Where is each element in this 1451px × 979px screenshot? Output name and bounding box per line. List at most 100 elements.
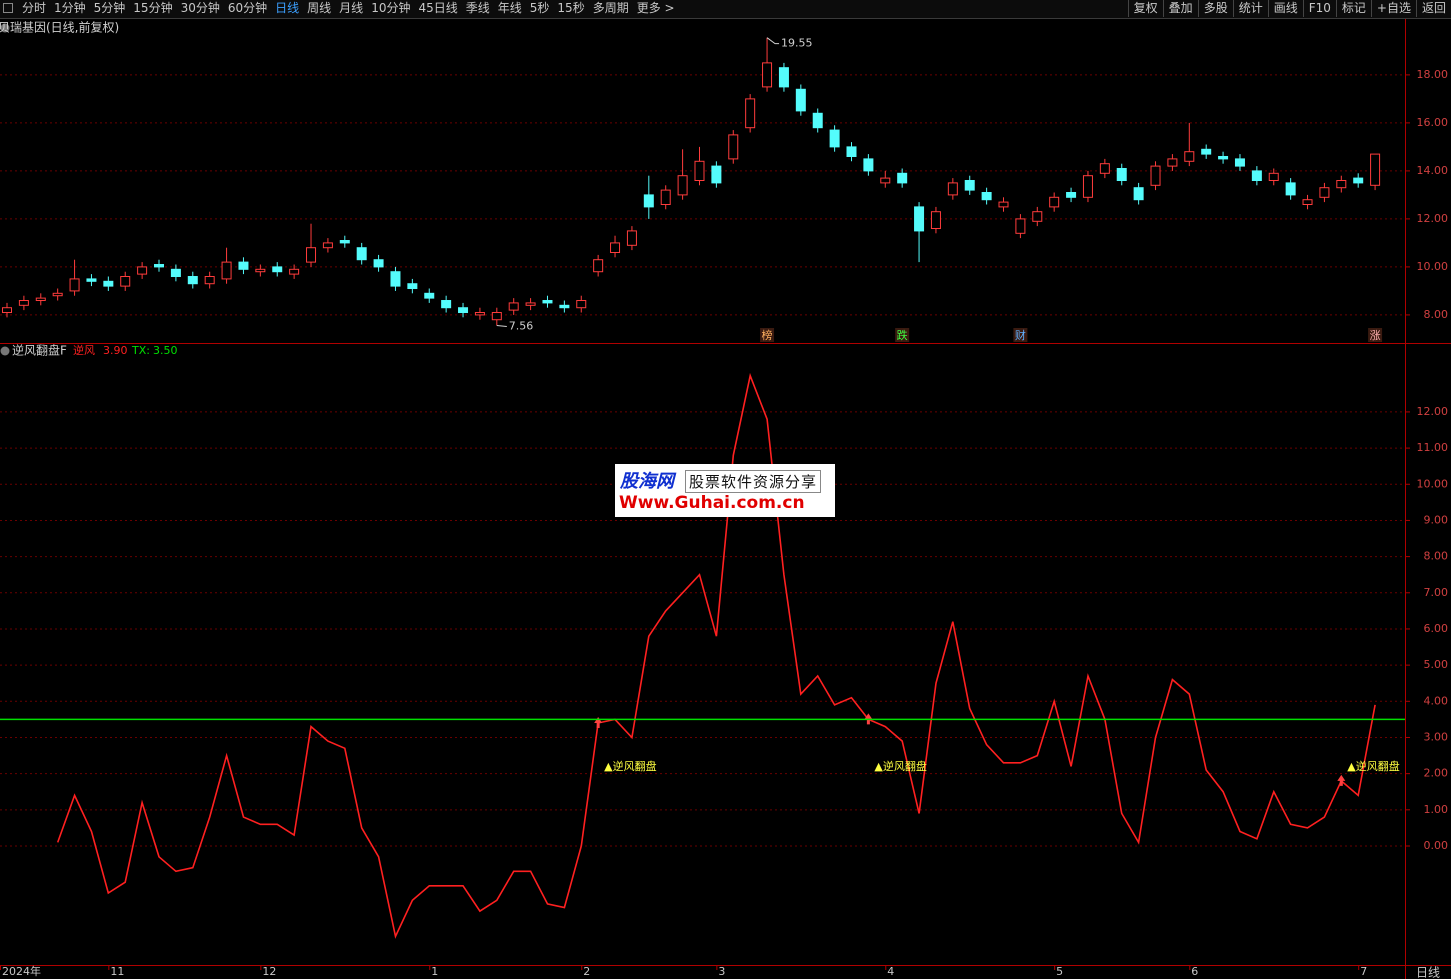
candle-body	[711, 165, 722, 184]
y-tick-label: 14.00	[1417, 164, 1449, 177]
candle-body	[1049, 196, 1060, 208]
signal-label: ▲逆风翻盘	[1347, 759, 1399, 773]
y-tick-label: 11.00	[1417, 441, 1449, 454]
candle-body	[1302, 199, 1313, 206]
title-icon	[0, 23, 10, 33]
candle-body	[1201, 148, 1212, 155]
y-tick-label: 10.00	[1417, 260, 1449, 273]
candle-body	[778, 67, 789, 88]
legend-value: 3.50	[153, 344, 178, 357]
period-tab[interactable]: 5秒	[529, 1, 550, 15]
candle-body	[187, 276, 198, 285]
candle-body	[694, 160, 705, 181]
x-tick-label: 3	[718, 965, 725, 978]
y-tick-label: 12.00	[1417, 405, 1449, 418]
period-tab[interactable]: 更多 >	[636, 1, 675, 15]
indicator-title: 逆风翻盘F	[12, 343, 67, 358]
signal-label: ▲逆风翻盘	[874, 759, 926, 773]
candle-body	[373, 259, 384, 268]
tool-buttons: 复权 叠加 多股 统计 画线 F10 标记 +自选 返回	[1127, 0, 1451, 17]
tool-button[interactable]: 返回	[1415, 0, 1451, 17]
y-tick-label: 12.00	[1417, 212, 1449, 225]
watermark-url: Www.Guhai.com.cn	[619, 493, 805, 513]
candle-body	[576, 300, 587, 309]
candle-body	[458, 307, 469, 314]
event-label: 跌	[897, 328, 908, 342]
candle-body	[964, 179, 975, 191]
period-tab[interactable]: 月线	[339, 1, 364, 15]
max-label: 19.55	[781, 37, 813, 50]
candle-body	[728, 134, 739, 160]
candle-body	[407, 283, 418, 290]
candle-body	[745, 98, 756, 129]
period-tab[interactable]: 季线	[465, 1, 490, 15]
candle-body	[1032, 211, 1043, 222]
candle-body	[829, 129, 840, 148]
period-tab[interactable]: 多周期	[592, 1, 629, 15]
tool-button[interactable]: F10	[1302, 0, 1336, 17]
period-tab[interactable]: 分时	[22, 1, 47, 15]
tool-button[interactable]: 统计	[1232, 0, 1268, 17]
event-badge	[1368, 328, 1383, 342]
period-tab[interactable]: 周线	[307, 1, 332, 15]
candle-body	[1218, 155, 1229, 160]
y-tick-label: 8.00	[1424, 550, 1449, 563]
period-tab[interactable]: 5分钟	[93, 1, 126, 15]
candle-body	[1336, 179, 1347, 189]
candle-body	[356, 247, 367, 261]
candle-body	[914, 206, 925, 232]
period-tab[interactable]: 年线	[497, 1, 522, 15]
tool-button[interactable]: +自选	[1370, 0, 1416, 17]
period-tab[interactable]: 15分钟	[133, 1, 173, 15]
candle-body	[863, 158, 874, 172]
candle-body	[559, 304, 570, 309]
candle-body	[2, 307, 12, 314]
candle-body	[542, 300, 553, 304]
max-arrow	[766, 37, 780, 45]
event-label: 财	[1015, 328, 1026, 342]
x-tick-label: 11	[110, 965, 124, 978]
period-tab[interactable]: 45日线	[418, 1, 458, 15]
candle-body	[1133, 187, 1144, 201]
candle-body	[306, 247, 317, 263]
period-tabs: 分时 1分钟 5分钟 15分钟 30分钟 60分钟 日线 周线 月线 10分钟 45日线 季线 年线 5秒…	[22, 0, 675, 17]
candle-body	[221, 261, 232, 280]
event-badge	[1013, 328, 1028, 342]
watermark-slogan: 股票软件资源分享	[685, 470, 822, 493]
period-tab[interactable]: 30分钟	[180, 1, 220, 15]
period-tab[interactable]: 15秒	[557, 1, 585, 15]
tool-button[interactable]: 复权	[1127, 0, 1163, 17]
period-tab[interactable]: 1分钟	[54, 1, 86, 15]
period-tab[interactable]: 日线	[275, 1, 300, 15]
tool-button[interactable]: 画线	[1267, 0, 1303, 17]
candle-body	[1268, 172, 1279, 181]
x-tick-label: 5	[1056, 965, 1063, 978]
candle-body	[1285, 182, 1296, 196]
candle-body	[1319, 187, 1330, 198]
candle-body	[998, 201, 1009, 208]
main-title: 贝瑞基因(日线,前复权)	[0, 20, 119, 35]
tool-button[interactable]: 多股	[1197, 0, 1233, 17]
y-tick-label: 10.00	[1417, 477, 1449, 490]
candle-body	[289, 268, 300, 275]
period-tab[interactable]: 60分钟	[227, 1, 268, 15]
y-tick-label: 16.00	[1417, 116, 1449, 129]
candle-body	[35, 297, 46, 302]
candle-body	[593, 259, 604, 273]
period-tab[interactable]: 10分钟	[371, 1, 411, 15]
candle-body	[1116, 167, 1127, 181]
tool-button[interactable]: 叠加	[1162, 0, 1198, 17]
candle-body	[424, 292, 435, 299]
x-tick-label: 4	[887, 965, 894, 978]
candle-body	[610, 242, 621, 254]
candle-body	[1370, 153, 1381, 186]
candle-body	[525, 302, 536, 306]
candle-body	[1082, 175, 1093, 198]
candle-body	[154, 264, 165, 268]
candle-body	[238, 261, 249, 270]
x-tick-label: 6	[1191, 965, 1198, 978]
tool-button[interactable]: 标记	[1335, 0, 1371, 17]
candle-body	[643, 194, 654, 208]
candle-body	[762, 62, 773, 88]
signal-label: ▲逆风翻盘	[604, 759, 656, 773]
